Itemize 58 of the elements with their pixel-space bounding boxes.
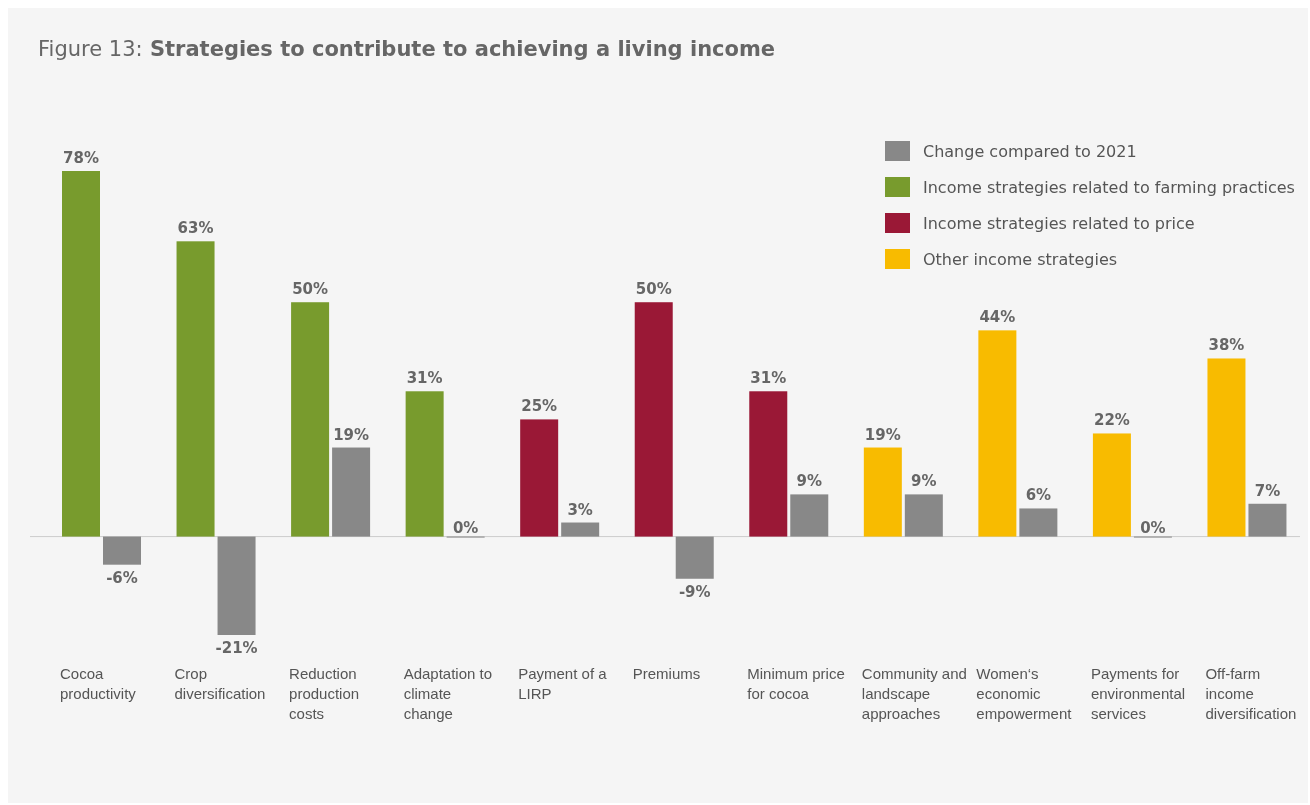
bar <box>1207 358 1246 537</box>
x-tick-label: Off-farm income diversification <box>1205 665 1297 722</box>
data-label: 9% <box>911 472 937 491</box>
x-tick-label: Reduction production costs <box>289 665 360 722</box>
data-label: 25% <box>521 397 558 416</box>
legend-label: Other income strategies <box>923 250 1118 269</box>
bar <box>1019 508 1058 537</box>
data-label: 50% <box>635 280 672 299</box>
data-label: 38% <box>1208 336 1245 355</box>
legend-label: Income strategies related to farming practices <box>923 178 1295 197</box>
bar <box>176 241 215 537</box>
legend-label: Income strategies related to price <box>923 214 1195 233</box>
x-tick-label: Women‘s economic empowerment <box>976 665 1073 722</box>
bar <box>1092 433 1131 537</box>
bar <box>103 536 141 565</box>
bar <box>749 391 788 537</box>
bar <box>904 494 943 537</box>
data-label: 63% <box>177 219 214 238</box>
data-label: 31% <box>406 369 443 388</box>
bar <box>863 447 902 537</box>
bar <box>1248 503 1287 537</box>
data-label: 50% <box>292 280 329 299</box>
data-label: 9% <box>796 472 823 491</box>
bar <box>291 302 330 537</box>
data-label: 0% <box>452 518 479 537</box>
data-label: -21% <box>215 639 258 657</box>
data-label: 0% <box>1140 518 1166 537</box>
data-label: -6% <box>106 568 138 587</box>
x-tick-label: Premiums <box>632 665 701 682</box>
x-tick-label: Cocoa productivity <box>60 665 137 702</box>
data-label: 78% <box>63 149 99 167</box>
x-tick-label: Payments for environmental services <box>1090 665 1186 722</box>
data-label: 6% <box>1025 486 1052 505</box>
bar <box>520 419 559 537</box>
data-label: 7% <box>1254 481 1281 500</box>
bar <box>675 536 714 579</box>
legend-label: Change compared to 2021 <box>923 142 1137 161</box>
data-label: 22% <box>1093 411 1130 430</box>
x-tick-label: Minimum price for cocoa <box>747 665 845 702</box>
x-tick-label: Adaptation to climate change <box>403 665 493 722</box>
bar <box>332 447 371 537</box>
bar <box>634 302 673 537</box>
bar <box>62 171 100 537</box>
bar <box>561 522 600 537</box>
data-label: 19% <box>864 425 901 444</box>
bar <box>405 391 444 537</box>
x-tick-label: Community and landscape approaches <box>861 665 967 722</box>
x-tick-label: Payment of a LIRP <box>518 665 608 702</box>
x-tick-label: Crop diversification <box>174 665 266 702</box>
chart-title: Figure 13: Strategies to contribute to achieving a living income <box>38 37 776 61</box>
bar <box>217 536 256 635</box>
data-label: 31% <box>750 369 787 388</box>
bar <box>790 494 829 537</box>
data-label: 44% <box>979 308 1016 327</box>
bar <box>978 330 1017 537</box>
data-label: 3% <box>567 500 593 519</box>
data-label: 19% <box>333 425 370 444</box>
data-label: -9% <box>678 582 711 601</box>
